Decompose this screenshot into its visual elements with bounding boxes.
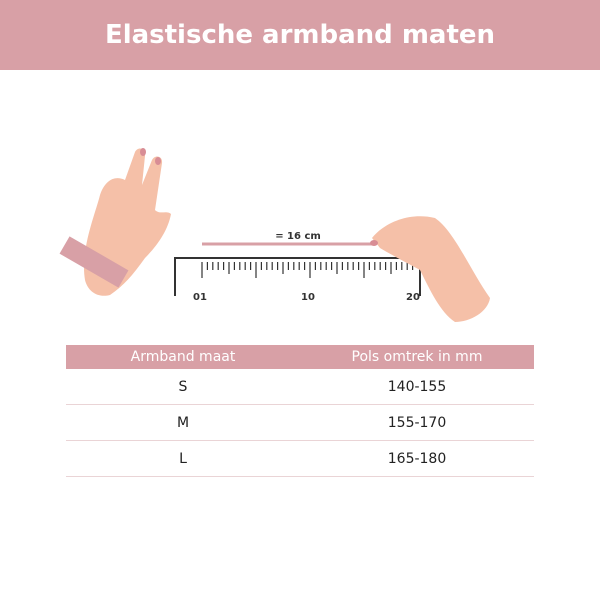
- table-cell: S: [66, 369, 300, 405]
- measure-label: = 16 cm: [275, 231, 321, 242]
- ruler-label: 20: [406, 292, 420, 303]
- ruler-label: 01: [193, 292, 207, 303]
- table-cell: L: [66, 440, 300, 477]
- nail: [370, 240, 378, 246]
- ruler-label: 10: [301, 292, 315, 303]
- bracelet: [59, 236, 129, 288]
- table-row: M 155-170: [66, 404, 534, 441]
- ruler-ticks: [201, 262, 414, 278]
- table-row: S 140-155: [66, 369, 534, 405]
- table-cell: 165-180: [300, 440, 534, 477]
- column-header: Pols omtrek in mm: [300, 345, 534, 369]
- illustration: 01 10 20 = 16 cm: [59, 148, 490, 322]
- nail: [140, 148, 146, 156]
- table-cell: M: [66, 404, 300, 441]
- table-cell: 140-155: [300, 369, 534, 405]
- nail: [155, 157, 161, 165]
- header: Elastische armband maten: [0, 0, 600, 70]
- ruler: [174, 257, 421, 296]
- table-row: L 165-180: [66, 440, 534, 477]
- table-cell: 155-170: [300, 404, 534, 441]
- right-hand: [372, 216, 490, 322]
- column-header: Armband maat: [66, 345, 300, 369]
- size-table: Armband maat Pols omtrek in mm S 140-155 M…: [66, 345, 534, 477]
- title: Elastische armband maten: [104, 20, 496, 50]
